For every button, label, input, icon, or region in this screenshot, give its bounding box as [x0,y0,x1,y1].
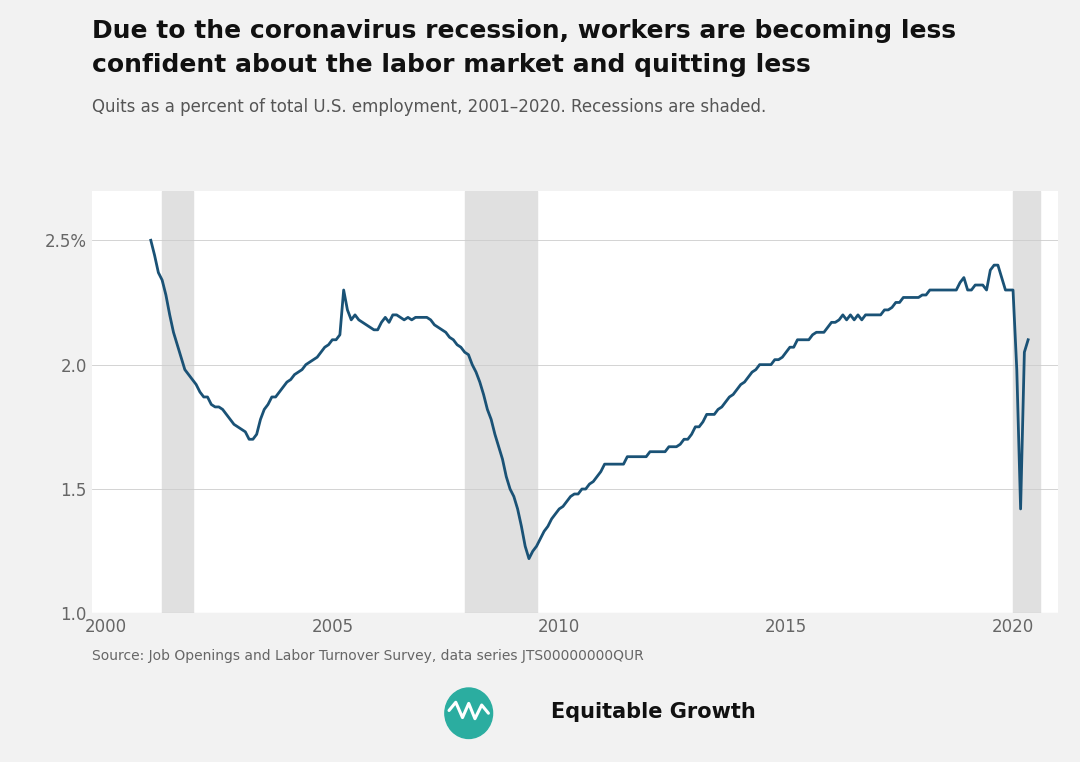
Text: Equitable Growth: Equitable Growth [551,703,756,722]
Bar [1013,190,1040,613]
Text: Source: Job Openings and Labor Turnover Survey, data series JTS00000000QUR: Source: Job Openings and Labor Turnover … [92,649,644,663]
Text: Quits as a percent of total U.S. employment, 2001–2020. Recessions are shaded.: Quits as a percent of total U.S. employm… [92,98,766,116]
Text: confident about the labor market and quitting less: confident about the labor market and qui… [92,53,811,77]
Text: Due to the coronavirus recession, workers are becoming less: Due to the coronavirus recession, worker… [92,19,956,43]
Bar [162,190,192,613]
Circle shape [445,688,492,738]
Bar [464,190,537,613]
